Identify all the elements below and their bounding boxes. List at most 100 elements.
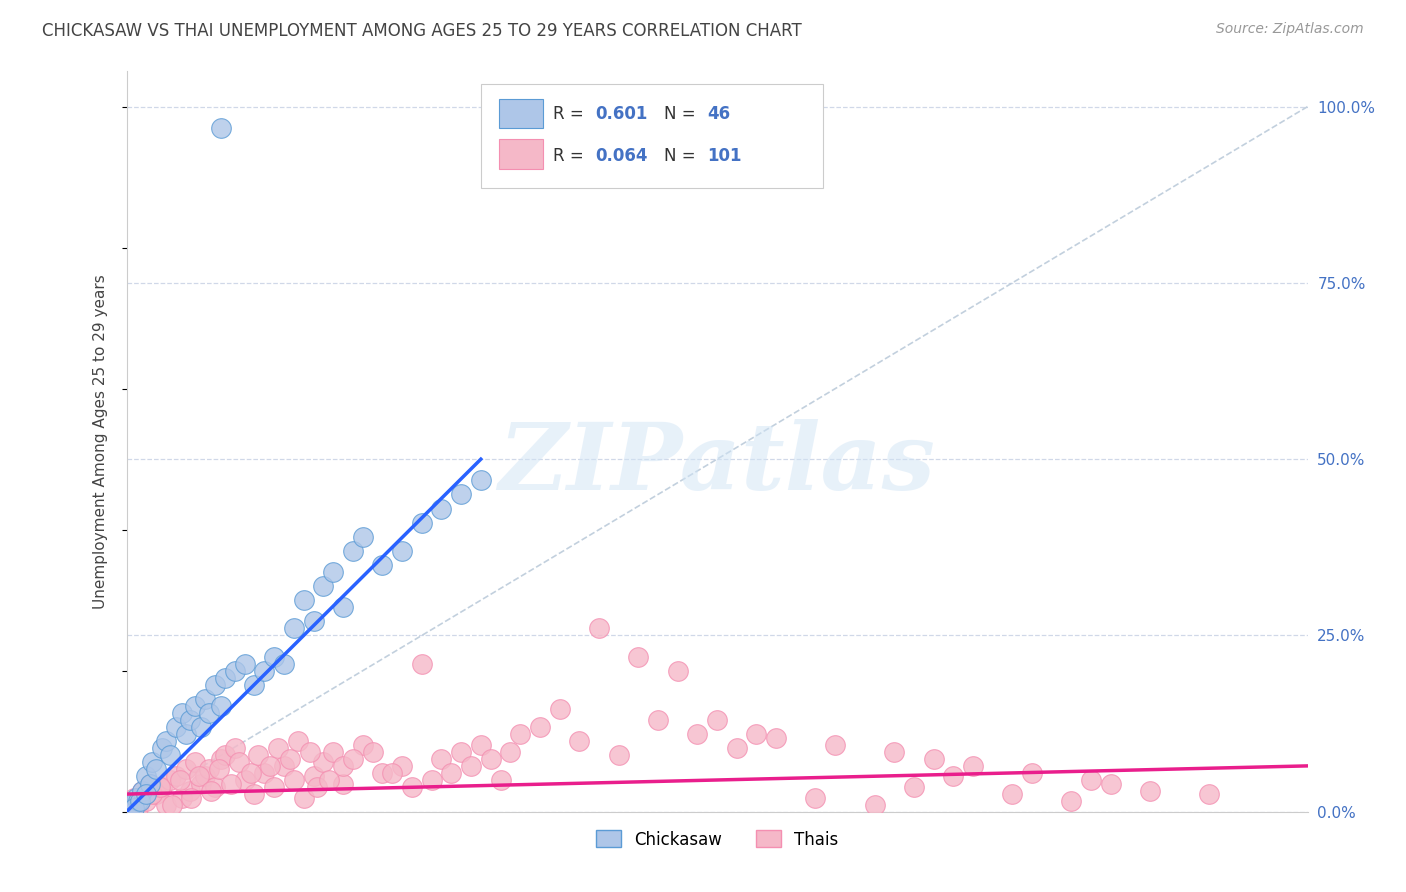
Point <box>145 763 167 777</box>
Point <box>607 748 630 763</box>
Point <box>129 794 152 808</box>
Point <box>283 772 305 787</box>
Point <box>1099 776 1122 790</box>
Point <box>430 501 453 516</box>
Point <box>243 678 266 692</box>
Point <box>194 769 217 783</box>
Point <box>224 664 246 678</box>
Point <box>233 657 256 671</box>
Text: R =: R = <box>553 105 589 123</box>
Point <box>165 769 187 783</box>
Point <box>342 544 364 558</box>
Point <box>179 713 201 727</box>
Point <box>450 745 472 759</box>
Point <box>170 790 193 805</box>
Point <box>1198 787 1220 801</box>
Point <box>322 565 344 579</box>
Point <box>568 734 591 748</box>
Point <box>745 727 768 741</box>
Point <box>725 741 748 756</box>
Point <box>287 734 309 748</box>
Point <box>135 787 157 801</box>
Point <box>1021 766 1043 780</box>
Point <box>332 776 354 790</box>
Point <box>209 752 232 766</box>
Point <box>263 780 285 794</box>
Point <box>962 759 984 773</box>
Point <box>450 487 472 501</box>
Text: ZIPatlas: ZIPatlas <box>499 418 935 508</box>
Point <box>139 776 162 790</box>
Point <box>131 783 153 797</box>
Point <box>824 738 846 752</box>
Point <box>352 738 374 752</box>
Point <box>155 734 177 748</box>
Point <box>228 756 250 770</box>
Point <box>302 769 325 783</box>
Point <box>479 752 502 766</box>
Point <box>302 615 325 629</box>
Point <box>430 752 453 766</box>
Point <box>135 794 157 808</box>
Point <box>263 649 285 664</box>
Point <box>165 720 187 734</box>
Point <box>332 759 354 773</box>
Point <box>159 748 181 763</box>
Point <box>273 657 295 671</box>
Point <box>209 120 232 135</box>
Point <box>371 766 394 780</box>
Point <box>135 769 157 783</box>
Point <box>588 621 610 635</box>
Point <box>1139 783 1161 797</box>
Point <box>208 763 231 777</box>
Point <box>903 780 925 794</box>
Text: N =: N = <box>664 147 700 165</box>
Point <box>150 741 173 756</box>
Point <box>190 720 212 734</box>
Point <box>253 664 276 678</box>
Text: N =: N = <box>664 105 700 123</box>
Point <box>647 713 669 727</box>
Point <box>233 772 256 787</box>
Point <box>239 766 262 780</box>
Point <box>1001 787 1024 801</box>
Point <box>149 780 172 794</box>
Point <box>160 797 183 812</box>
Point <box>247 748 270 763</box>
Point <box>1080 772 1102 787</box>
Point <box>259 759 281 773</box>
Point <box>139 776 162 790</box>
Point <box>267 741 290 756</box>
Legend: Chickasaw, Thais: Chickasaw, Thais <box>589 823 845 855</box>
Point <box>322 745 344 759</box>
Point <box>460 759 482 773</box>
Point <box>131 783 153 797</box>
FancyBboxPatch shape <box>499 99 544 128</box>
Point <box>391 759 413 773</box>
Point <box>883 745 905 759</box>
Point <box>292 593 315 607</box>
Point <box>666 664 689 678</box>
Text: Source: ZipAtlas.com: Source: ZipAtlas.com <box>1216 22 1364 37</box>
Point <box>127 801 149 815</box>
Text: CHICKASAW VS THAI UNEMPLOYMENT AMONG AGES 25 TO 29 YEARS CORRELATION CHART: CHICKASAW VS THAI UNEMPLOYMENT AMONG AGE… <box>42 22 801 40</box>
Point <box>283 621 305 635</box>
Y-axis label: Unemployment Among Ages 25 to 29 years: Unemployment Among Ages 25 to 29 years <box>93 274 108 609</box>
Point <box>292 790 315 805</box>
Point <box>243 787 266 801</box>
Point <box>141 756 163 770</box>
Point <box>120 797 142 812</box>
Point <box>170 706 193 720</box>
Point <box>411 516 433 530</box>
FancyBboxPatch shape <box>481 84 824 187</box>
Point <box>127 794 149 808</box>
Text: 101: 101 <box>707 147 742 165</box>
Point <box>804 790 827 805</box>
Point <box>529 720 551 734</box>
Point <box>159 772 181 787</box>
Point <box>200 783 222 797</box>
Point <box>307 780 329 794</box>
Point <box>253 766 276 780</box>
Point <box>214 671 236 685</box>
Point <box>150 780 173 794</box>
